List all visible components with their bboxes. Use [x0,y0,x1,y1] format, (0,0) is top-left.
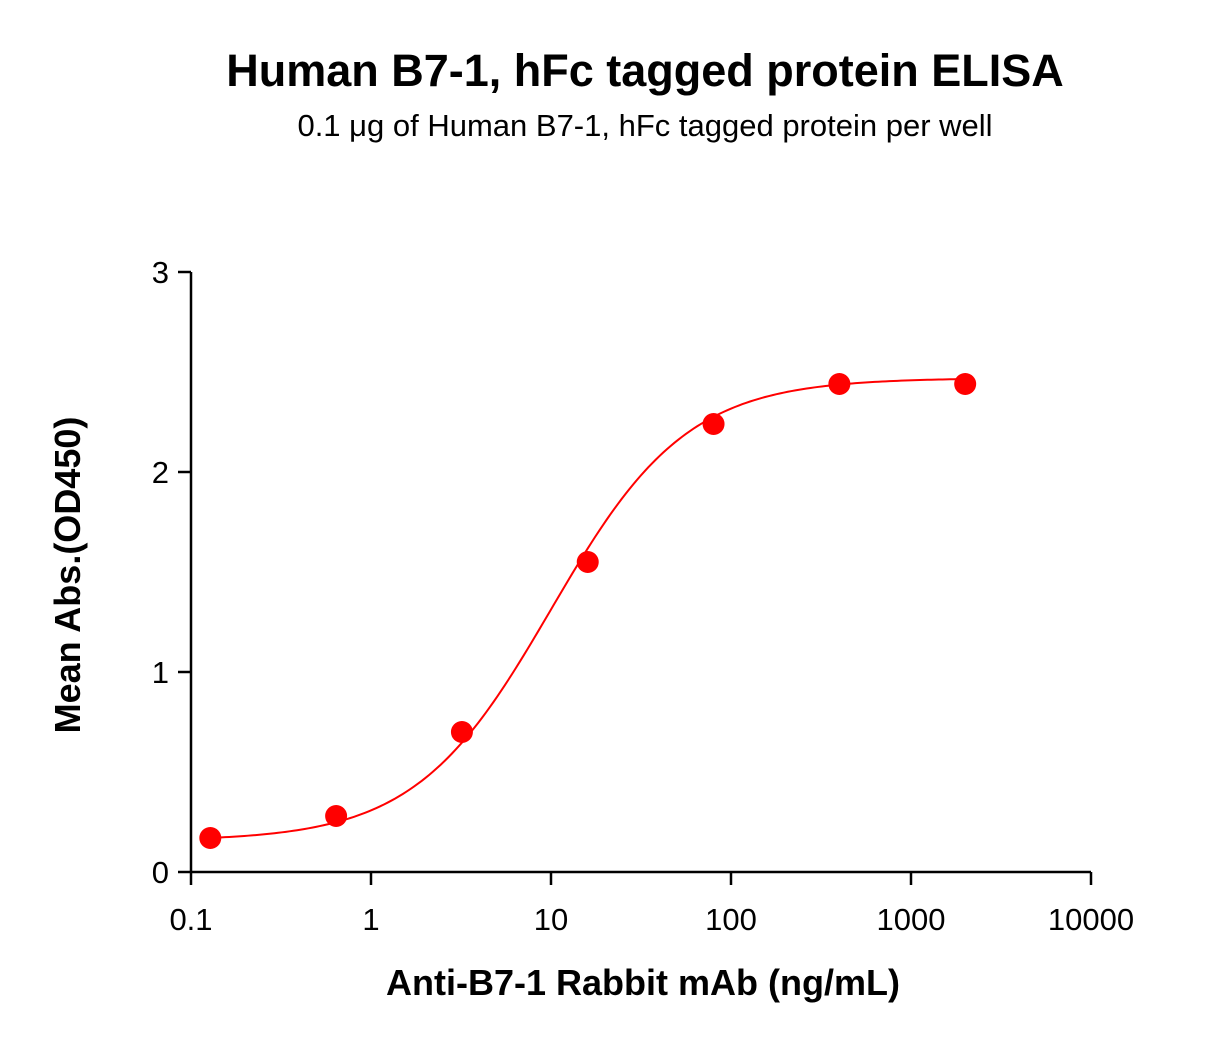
data-point [954,373,977,395]
x-tick-label: 10 [534,902,568,937]
y-tick-label: 3 [152,255,169,290]
data-points [199,373,977,849]
data-point [828,373,851,395]
x-tick-label: 10000 [1048,902,1134,937]
x-tick-label: 1000 [877,902,946,937]
data-point [199,827,222,849]
fit-curve [210,378,966,839]
data-point [450,721,473,743]
data-point [576,551,599,573]
y-tick-label: 1 [152,655,169,690]
y-ticks: 0 1 2 3 [152,255,191,890]
x-axis-label: Anti-B7-1 Rabbit mAb (ng/mL) [386,962,900,1003]
x-tick-label: 1 [362,902,379,937]
x-tick-label: 100 [705,902,757,937]
y-tick-label: 0 [152,855,169,890]
axes [189,272,1091,874]
chart-subtitle: 0.1 μg of Human B7-1, hFc tagged protein… [297,108,992,143]
y-tick-label: 2 [152,455,169,490]
data-point [702,413,725,435]
y-axis-label: Mean Abs.(OD450) [47,417,88,734]
data-point [325,805,348,827]
x-tick-label: 0.1 [169,902,212,937]
x-ticks: 0.1 1 10 100 1000 10000 [169,872,1134,937]
chart-title: Human B7-1, hFc tagged protein ELISA [226,45,1064,96]
